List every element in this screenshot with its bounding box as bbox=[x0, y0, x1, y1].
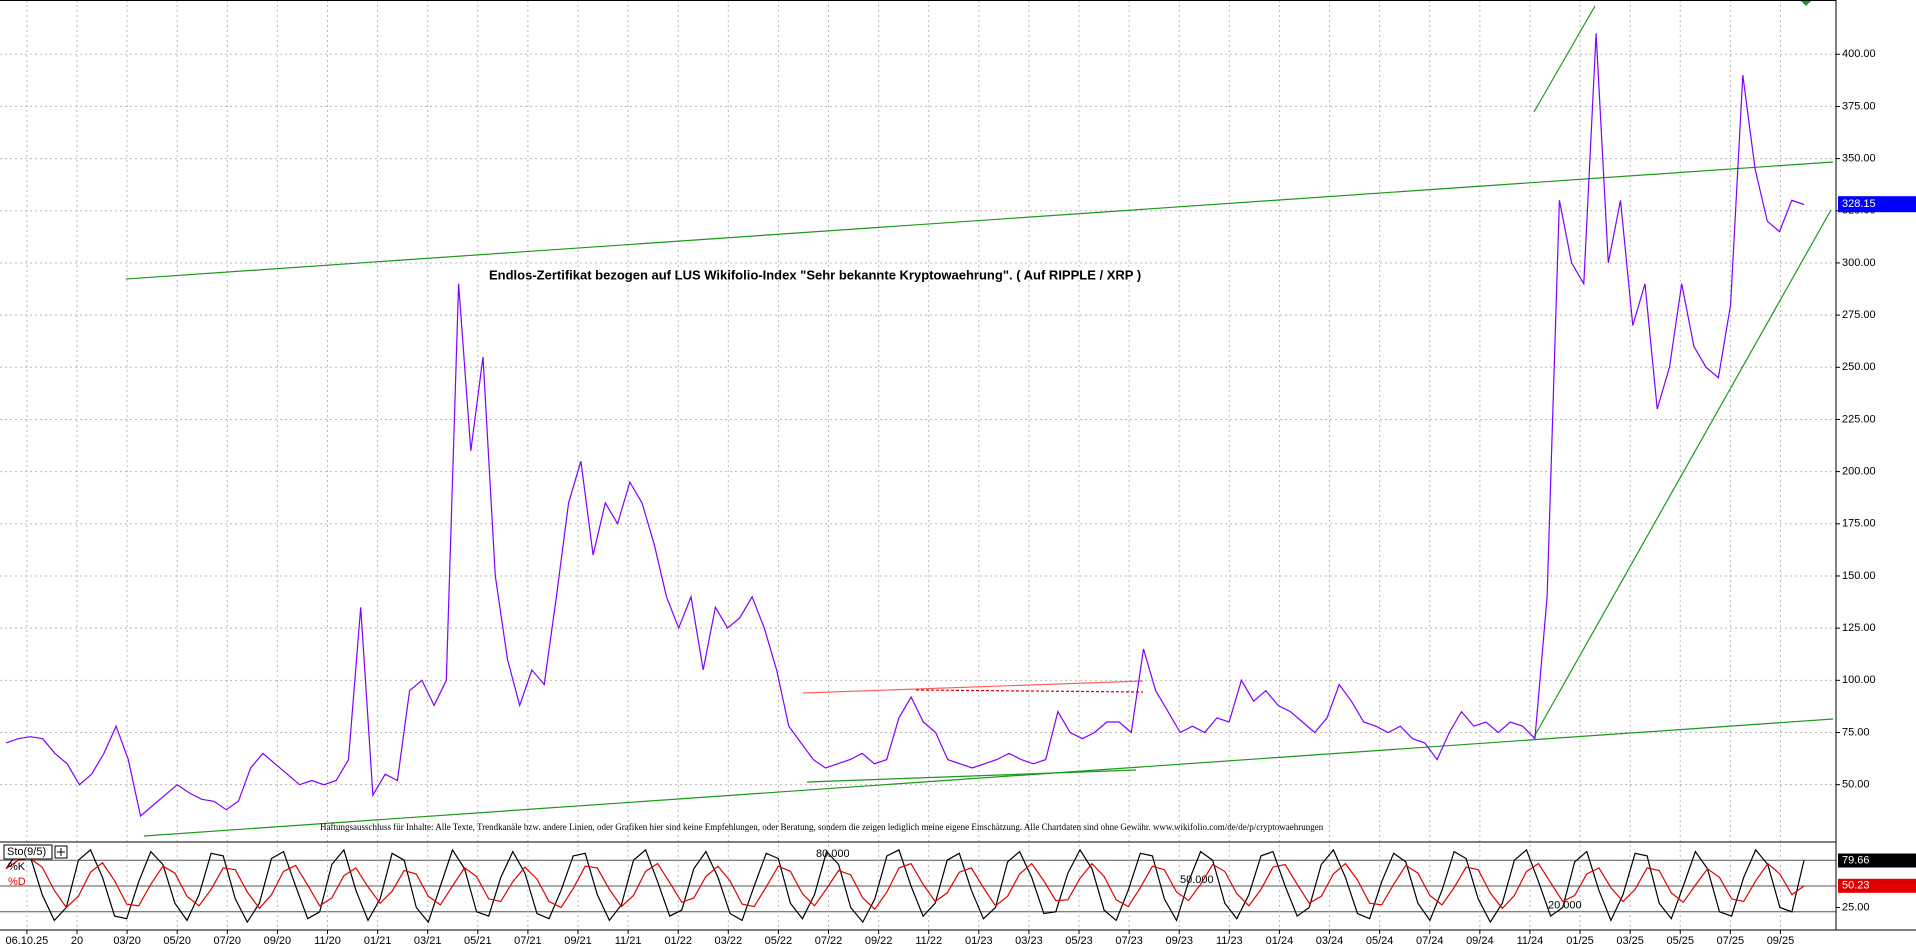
level-label: 50.000 bbox=[1180, 874, 1214, 886]
plot-layer bbox=[5, 33, 1805, 924]
trend-line bbox=[1533, 5, 1596, 113]
x-tick-label: 07/22 bbox=[815, 935, 843, 947]
y-tick-label: 150.00 bbox=[1842, 570, 1876, 582]
y-tick-label: 300.00 bbox=[1842, 257, 1876, 269]
x-tick-label: 09/22 bbox=[865, 935, 893, 947]
y-tick-label: 175.00 bbox=[1842, 518, 1876, 530]
grid-layer bbox=[0, 0, 1836, 930]
last-value-label: 50.23 bbox=[1842, 880, 1870, 892]
x-tick-label: 01/23 bbox=[965, 935, 993, 947]
y-tick-label: 125.00 bbox=[1842, 622, 1876, 634]
x-tick-label: 05/21 bbox=[464, 935, 492, 947]
x-tick-label: 05/23 bbox=[1065, 935, 1093, 947]
y-tick-label: 100.00 bbox=[1842, 674, 1876, 686]
x-tick-label: 05/20 bbox=[163, 935, 191, 947]
y-tick-label: 275.00 bbox=[1842, 309, 1876, 321]
trend-line bbox=[125, 161, 1834, 280]
x-tick-label: 11/22 bbox=[915, 935, 942, 947]
x-tick-label: 05/22 bbox=[765, 935, 793, 947]
y-tick-label: 400.00 bbox=[1842, 48, 1876, 60]
x-tick-label: 01/25 bbox=[1566, 935, 1594, 947]
last-value-box bbox=[1838, 196, 1916, 213]
x-tick-label: 03/25 bbox=[1616, 935, 1644, 947]
x-tick-label: 03/24 bbox=[1316, 935, 1344, 947]
plus-icon bbox=[57, 848, 65, 856]
level-label: 20.000 bbox=[1548, 900, 1582, 912]
x-tick-label: 09/25 bbox=[1767, 935, 1795, 947]
x-tick-label: 11/21 bbox=[615, 935, 642, 947]
last-value-label: 79.66 bbox=[1842, 854, 1870, 866]
x-tick-label: 09/24 bbox=[1466, 935, 1494, 947]
price-line bbox=[5, 848, 1805, 924]
chart-title: Endlos-Zertifikat bezogen auf LUS Wikifo… bbox=[489, 267, 1141, 282]
x-tick-label: 11/20 bbox=[314, 935, 341, 947]
trend-line bbox=[915, 689, 1144, 693]
x-tick-label: 09/21 bbox=[564, 935, 592, 947]
y-tick-label: 225.00 bbox=[1842, 413, 1876, 425]
y-tick-label: 75.00 bbox=[1842, 726, 1870, 738]
x-tick-label: 07/24 bbox=[1416, 935, 1444, 947]
x-tick-label: 01/22 bbox=[664, 935, 692, 947]
y-tick-label: 350.00 bbox=[1842, 153, 1876, 165]
x-tick-label: 01/24 bbox=[1266, 935, 1294, 947]
x-tick-label: 05/24 bbox=[1366, 935, 1394, 947]
legend-entry: %D bbox=[8, 876, 26, 888]
trend-line bbox=[806, 769, 1137, 783]
x-tick-label: 05/25 bbox=[1666, 935, 1694, 947]
y-tick-label: 200.00 bbox=[1842, 466, 1876, 478]
y-tick-label: 50.00 bbox=[1842, 779, 1870, 791]
level-label: 80.000 bbox=[816, 848, 850, 860]
legend-entry: %K bbox=[8, 861, 26, 873]
x-tick-label: 09/23 bbox=[1165, 935, 1193, 947]
x-tick-label: 01/21 bbox=[364, 935, 392, 947]
y-tick-label: 375.00 bbox=[1842, 100, 1876, 112]
price-line bbox=[5, 857, 1805, 911]
indicator-label-box bbox=[3, 844, 53, 860]
x-tick-label: 03/21 bbox=[414, 935, 442, 947]
y-tick-label: 25.00 bbox=[1842, 901, 1870, 913]
trend-line bbox=[802, 680, 1144, 694]
last-value-label: 328.15 bbox=[1842, 198, 1876, 210]
x-tick-label: 03/22 bbox=[715, 935, 743, 947]
arrow-marker bbox=[1800, 0, 1812, 6]
x-tick-label: 07/23 bbox=[1115, 935, 1143, 947]
x-tick-label: 03/23 bbox=[1015, 935, 1043, 947]
disclaimer: Haftungsausschluss für Inhalte: Alle Tex… bbox=[320, 822, 1324, 832]
trend-line bbox=[143, 718, 1834, 837]
x-tick-label: 07/20 bbox=[214, 935, 242, 947]
x-tick-label: 03/20 bbox=[113, 935, 141, 947]
indicator-label: Sto(9/5) bbox=[7, 846, 46, 858]
x-tick-label: 20 bbox=[71, 935, 83, 947]
last-value-box bbox=[1838, 878, 1916, 893]
x-tick-label: 07/21 bbox=[514, 935, 542, 947]
y-tick-label: 250.00 bbox=[1842, 361, 1876, 373]
x-tick-label: 06.10.25 bbox=[5, 935, 48, 947]
last-value-box bbox=[1838, 853, 1916, 868]
x-tick-label: 09/20 bbox=[264, 935, 292, 947]
trend-line bbox=[1533, 209, 1832, 738]
trend-lines bbox=[125, 0, 1834, 837]
x-tick-label: 11/23 bbox=[1216, 935, 1243, 947]
x-tick-label: 11/24 bbox=[1517, 935, 1544, 947]
price-line bbox=[5, 33, 1805, 818]
x-tick-label: 07/25 bbox=[1717, 935, 1745, 947]
